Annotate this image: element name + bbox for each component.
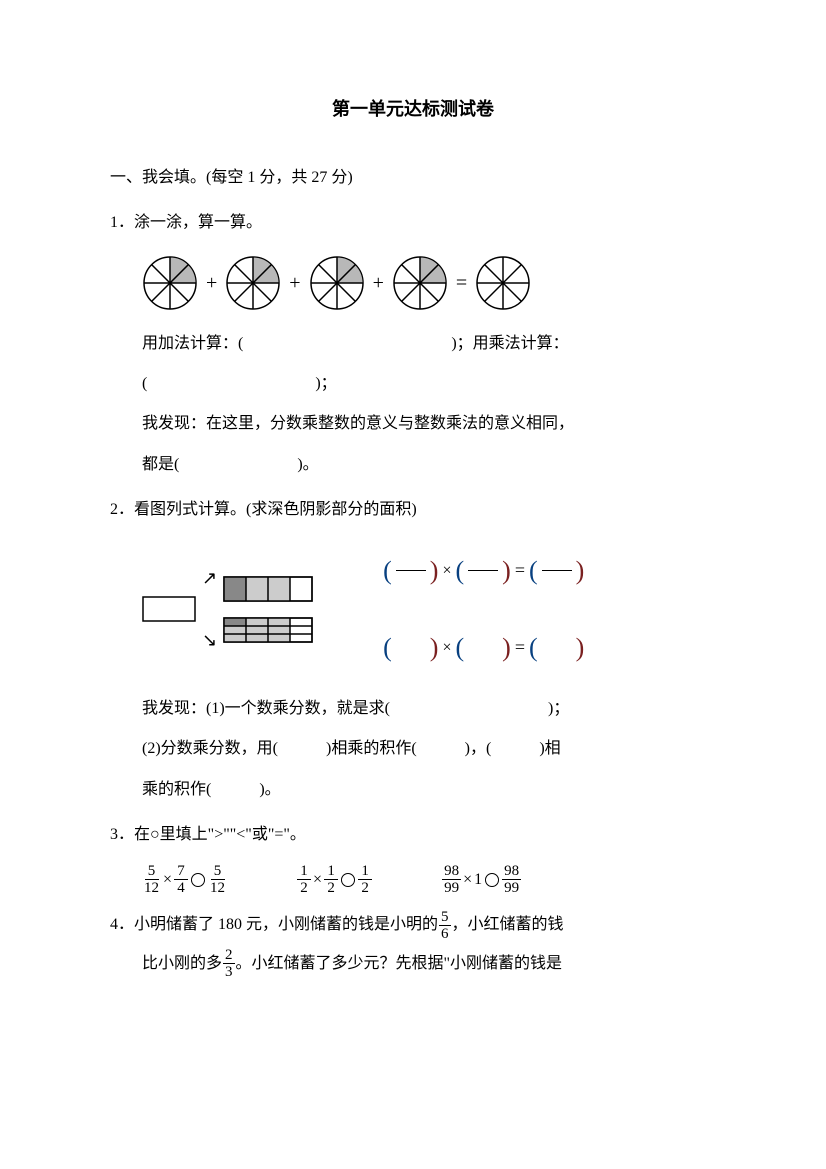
q3-expr-3: 9899 × 1 9899	[442, 862, 521, 897]
q2-line2-d: )相	[539, 740, 560, 757]
lparen-icon: (	[529, 619, 538, 676]
question-4: 4．小明储蓄了 180 元，小刚储蓄的钱是小明的56，小红储蓄的钱 比小刚的多2…	[110, 907, 716, 984]
lparen-icon: (	[455, 542, 464, 599]
q1-line2-a: (	[142, 375, 147, 392]
q2-line1: 我发现：(1)一个数乘分数，就是求( )；	[110, 691, 716, 726]
lparen-icon: (	[383, 619, 392, 676]
q2-line2-c: )，(	[465, 740, 492, 757]
q4-label-a: 4．小明储蓄了 180 元，小刚储蓄的钱是小明的	[110, 916, 438, 933]
q1-label: 1．涂一涂，算一算。	[110, 205, 716, 240]
formula-2: () × () = ()	[383, 619, 584, 676]
formula-1: () × () = ()	[383, 542, 584, 599]
q2-line2-b: )相乘的积作(	[326, 740, 417, 757]
compare-circle[interactable]	[191, 873, 205, 887]
question-3: 3．在○里填上">""<"或"="。 512 × 74 512 12 × 12 …	[110, 817, 716, 897]
q1-line1-a: 用加法计算：(	[142, 335, 243, 352]
compare-circle[interactable]	[485, 873, 499, 887]
section-1-header: 一、我会填。(每空 1 分，共 27 分)	[110, 160, 716, 195]
circle-5	[475, 255, 531, 311]
q2-label: 2．看图列式计算。(求深色阴影部分的面积)	[110, 492, 716, 527]
q2-rects-column	[223, 576, 313, 643]
rect-source	[142, 596, 196, 622]
q1-line2: ( )；	[110, 366, 716, 401]
q4-label-b: ，小红储蓄的钱	[452, 916, 564, 933]
q2-diagram-row: ↗ ↘	[110, 542, 716, 676]
lparen-icon: (	[383, 542, 392, 599]
q3-expr-2: 12 × 12 12	[297, 862, 372, 897]
equals-1: =	[456, 261, 467, 305]
rparen-icon: )	[502, 542, 511, 599]
q2-line1-b: )；	[548, 700, 569, 717]
arrow-down-icon: ↘	[202, 631, 217, 649]
circle-1	[142, 255, 198, 311]
q4-line2-b: 。小红储蓄了多少元？先根据"小刚储蓄的钱是	[236, 955, 563, 972]
q1-line1: 用加法计算：( )；用乘法计算：	[110, 326, 716, 361]
q1-line4-a: 都是(	[142, 456, 179, 473]
page-title: 第一单元达标测试卷	[110, 90, 716, 130]
arrow-up-icon: ↗	[202, 569, 217, 587]
q1-line2-b: )；	[315, 375, 336, 392]
q2-line3: 乘的积作( )。	[110, 772, 716, 807]
arrow-column: ↗ ↘	[202, 569, 217, 649]
q2-formulas: () × () = () () × () = ()	[383, 542, 584, 676]
lparen-icon: (	[529, 542, 538, 599]
rparen-icon: )	[576, 542, 585, 599]
q2-line2: (2)分数乘分数，用( )相乘的积作( )，( )相	[110, 731, 716, 766]
circle-2	[225, 255, 281, 311]
rect-bottom	[223, 617, 313, 643]
question-2: 2．看图列式计算。(求深色阴影部分的面积) ↗ ↘	[110, 492, 716, 807]
q1-line4-b: )。	[297, 456, 318, 473]
q2-left-diagram: ↗ ↘	[142, 569, 313, 649]
rect-top	[223, 576, 313, 602]
q3-expressions: 512 × 74 512 12 × 12 12 9899 × 1 9899	[110, 862, 716, 897]
compare-circle[interactable]	[341, 873, 355, 887]
q2-line3-b: )。	[259, 781, 280, 798]
rparen-icon: )	[430, 542, 439, 599]
lparen-icon: (	[455, 619, 464, 676]
q1-line1-b: )；用乘法计算：	[451, 335, 568, 352]
rparen-icon: )	[502, 619, 511, 676]
plus-3: +	[373, 261, 384, 305]
q1-line3: 我发现：在这里，分数乘整数的意义与整数乘法的意义相同，	[110, 406, 716, 441]
q4-line1: 4．小明储蓄了 180 元，小刚储蓄的钱是小明的56，小红储蓄的钱	[110, 907, 716, 942]
q1-line4: 都是( )。	[110, 447, 716, 482]
circle-4	[392, 255, 448, 311]
rparen-icon: )	[576, 619, 585, 676]
plus-2: +	[289, 261, 300, 305]
q3-expr-1: 512 × 74 512	[142, 862, 227, 897]
question-1: 1．涂一涂，算一算。 +	[110, 205, 716, 482]
q2-line3-a: 乘的积作(	[142, 781, 211, 798]
rparen-icon: )	[430, 619, 439, 676]
q2-line1-a: 我发现：(1)一个数乘分数，就是求(	[142, 700, 390, 717]
q3-label: 3．在○里填上">""<"或"="。	[110, 817, 716, 852]
circle-3	[309, 255, 365, 311]
q4-line2-a: 比小刚的多	[142, 955, 222, 972]
plus-1: +	[206, 261, 217, 305]
q1-circles-row: + + +	[110, 255, 716, 311]
q4-line2: 比小刚的多23。小红储蓄了多少元？先根据"小刚储蓄的钱是	[110, 943, 716, 985]
q2-line2-a: (2)分数乘分数，用(	[142, 740, 278, 757]
